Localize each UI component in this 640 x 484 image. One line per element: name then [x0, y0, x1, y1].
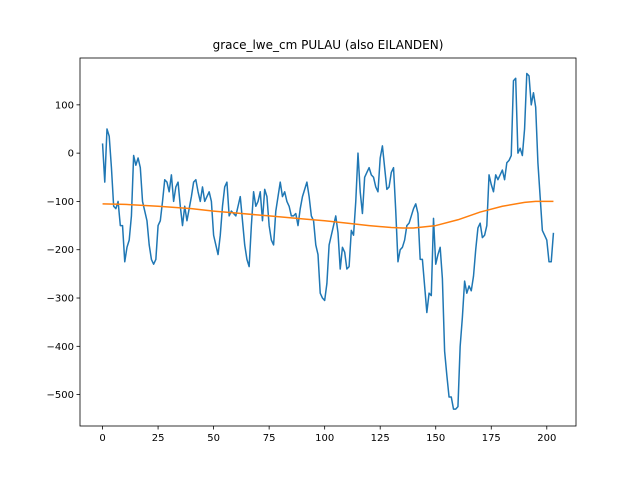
x-tick-label: 200 [537, 433, 556, 444]
y-tick-label: −200 [47, 245, 74, 256]
y-tick-label: −300 [47, 294, 74, 305]
y-tick-label: −100 [47, 197, 74, 208]
x-tick-label: 50 [207, 433, 220, 444]
x-tick-label: 0 [99, 433, 105, 444]
x-tick-label: 75 [263, 433, 276, 444]
x-tick-label: 150 [426, 433, 445, 444]
plot-frame [79, 57, 577, 427]
x-tick-label: 125 [371, 433, 390, 444]
x-tick-label: 25 [152, 433, 165, 444]
x-tick-label: 100 [315, 433, 334, 444]
y-tick-label: −500 [47, 390, 74, 401]
y-tick-label: −400 [47, 342, 74, 353]
y-tick-label: 0 [68, 149, 74, 160]
x-tick-label: 175 [482, 433, 501, 444]
data-line [102, 200, 554, 229]
chart-title: grace_lwe_cm PULAU (also EILANDEN) [213, 38, 444, 52]
y-tick-label: 100 [55, 100, 74, 111]
data-line [101, 72, 555, 410]
